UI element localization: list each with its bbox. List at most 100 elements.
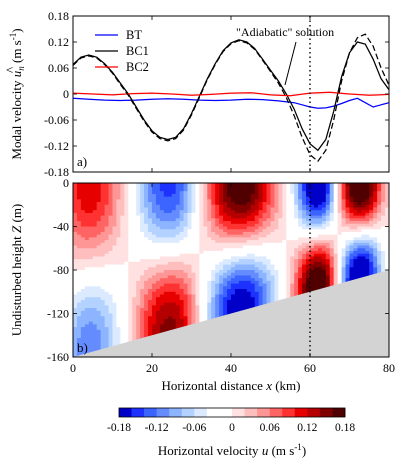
panel-b-label: b) (77, 340, 88, 355)
field-cell (88, 294, 94, 298)
field-cell (227, 302, 232, 306)
field-cell (128, 321, 133, 325)
field-cell (250, 185, 256, 190)
field-cell (88, 316, 94, 320)
field-cell (270, 242, 276, 247)
field-cell (171, 185, 177, 190)
field-cell (73, 183, 78, 187)
field-cell (266, 202, 272, 206)
field-cell (88, 270, 94, 274)
field-cell (179, 270, 185, 274)
field-cell (294, 267, 299, 271)
field-cell (191, 261, 197, 266)
field-cell (361, 215, 366, 219)
field-cell (337, 207, 343, 211)
field-cell (310, 223, 315, 228)
field-cell (152, 313, 157, 317)
field-cell (175, 272, 181, 277)
field-cell (120, 305, 125, 309)
field-cell (203, 191, 208, 195)
field-cell (246, 256, 252, 260)
field-cell (96, 329, 102, 334)
field-cell (112, 229, 118, 233)
field-cell (104, 253, 110, 258)
field-cell (144, 318, 149, 323)
field-cell (76, 291, 82, 296)
field-cell (100, 237, 106, 241)
field-cell (171, 270, 177, 274)
field-cell (167, 270, 173, 274)
field-cell (183, 280, 189, 285)
field-cell (191, 308, 197, 312)
field-cell (227, 297, 232, 301)
field-cell (266, 212, 272, 217)
field-cell (290, 267, 295, 271)
field-cell (108, 302, 114, 306)
field-cell (80, 212, 86, 217)
field-cell (282, 278, 287, 282)
field-cell (100, 261, 106, 266)
field-cell (274, 193, 279, 198)
field-cell (349, 215, 355, 219)
field-cell (306, 264, 311, 268)
field-cell (175, 310, 181, 315)
field-cell (112, 199, 118, 203)
field-cell (144, 218, 149, 222)
field-cell (84, 245, 90, 249)
field-cell (96, 261, 102, 266)
field-cell (171, 313, 177, 317)
field-cell (211, 215, 216, 219)
field-cell (108, 245, 114, 249)
field-cell (128, 318, 133, 323)
field-cell (152, 267, 157, 271)
field-cell (144, 204, 149, 209)
field-cell (357, 231, 362, 236)
field-cell (171, 289, 177, 293)
field-cell (155, 248, 161, 252)
field-cell (266, 221, 272, 225)
field-cell (278, 185, 283, 190)
field-cell (92, 305, 98, 309)
field-cell (369, 199, 374, 203)
field-cell (136, 318, 141, 323)
field-cell (262, 267, 268, 271)
field-cell (373, 202, 378, 206)
field-cell (100, 267, 106, 271)
field-cell (108, 248, 114, 252)
field-cell (108, 335, 114, 339)
field-cell (290, 188, 295, 192)
field-cell (310, 183, 315, 187)
field-cell (231, 261, 236, 266)
field-cell (290, 185, 295, 190)
field-cell (148, 196, 153, 200)
field-cell (266, 183, 272, 187)
field-cell (282, 261, 287, 266)
field-cell (361, 183, 366, 187)
field-cell (274, 196, 279, 200)
field-cell (254, 193, 260, 198)
field-cell (250, 218, 256, 222)
field-cell (159, 267, 165, 271)
field-cell (136, 299, 141, 304)
field-cell (183, 223, 189, 228)
field-cell (80, 340, 86, 345)
field-cell (250, 256, 256, 260)
field-cell (132, 218, 137, 222)
series-line-1 (73, 39, 389, 152)
field-cell (234, 267, 240, 271)
field-cell (104, 305, 110, 309)
field-cell (144, 215, 149, 219)
field-cell (258, 270, 264, 274)
field-cell (349, 212, 355, 217)
field-cell (167, 308, 173, 312)
field-cell (286, 202, 291, 206)
field-cell (136, 261, 141, 266)
field-cell (294, 237, 299, 241)
field-cell (104, 264, 110, 268)
field-cell (108, 324, 114, 328)
field-cell (341, 226, 347, 230)
field-cell (140, 193, 145, 198)
field-cell (302, 289, 307, 293)
field-cell (278, 275, 283, 279)
panel-a-y-label-text: Modal velocity (9, 77, 24, 159)
